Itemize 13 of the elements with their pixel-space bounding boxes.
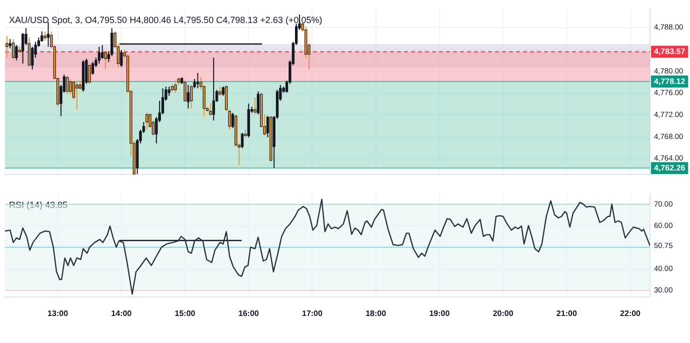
ref-line-label: 4,778.12 (654, 76, 686, 86)
x-tick-label: 18:00 (366, 309, 387, 318)
x-tick-label: 13:00 (48, 309, 69, 318)
x-tick-label: 20:00 (492, 309, 514, 318)
x-tick-label: 19:00 (429, 309, 450, 318)
x-tick-label: 16:00 (238, 309, 260, 318)
x-tick-label: 15:00 (174, 309, 196, 318)
x-tick-label: 14:00 (111, 309, 132, 318)
ref-line-label: 4,783.57 (654, 47, 686, 56)
x-tick-label: 17:00 (302, 309, 324, 318)
ref-line-label: 4,762.26 (654, 163, 686, 172)
x-tick-label: 22:00 (620, 309, 642, 318)
x-tick-label: 21:00 (556, 309, 578, 318)
